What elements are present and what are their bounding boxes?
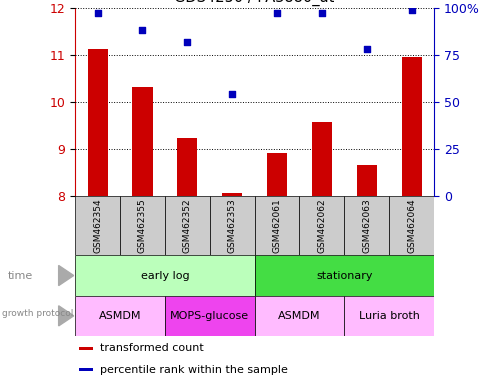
Text: GSM462064: GSM462064: [406, 198, 415, 253]
Bar: [344, 296, 433, 336]
Point: [183, 38, 191, 45]
Text: GSM462063: GSM462063: [362, 198, 371, 253]
Text: Luria broth: Luria broth: [358, 311, 419, 321]
Point: [407, 7, 415, 13]
Text: transformed count: transformed count: [100, 343, 204, 353]
Bar: [120, 196, 165, 255]
Bar: [299, 196, 344, 255]
Bar: [401, 57, 421, 196]
Text: time: time: [8, 270, 33, 281]
Point: [272, 10, 280, 17]
Bar: [266, 152, 287, 196]
Text: growth protocol: growth protocol: [1, 310, 73, 318]
Title: GDS4250 / PA3880_at: GDS4250 / PA3880_at: [174, 0, 334, 6]
Bar: [344, 196, 388, 255]
Bar: [209, 196, 254, 255]
Point: [228, 91, 236, 97]
Bar: [87, 49, 107, 196]
Bar: [165, 196, 209, 255]
Text: percentile rank within the sample: percentile rank within the sample: [100, 364, 287, 374]
Polygon shape: [59, 306, 74, 326]
Text: ASMDM: ASMDM: [278, 311, 320, 321]
Text: GSM462353: GSM462353: [227, 198, 236, 253]
Text: GSM462062: GSM462062: [317, 198, 326, 253]
Text: GSM462061: GSM462061: [272, 198, 281, 253]
Bar: [78, 368, 93, 371]
Text: GSM462354: GSM462354: [93, 198, 102, 253]
Bar: [177, 139, 197, 196]
Bar: [311, 121, 332, 196]
Polygon shape: [59, 265, 74, 286]
Bar: [254, 196, 299, 255]
Bar: [356, 165, 376, 196]
Text: GSM462352: GSM462352: [182, 198, 192, 253]
Bar: [132, 87, 152, 196]
Bar: [78, 347, 93, 350]
Point: [138, 27, 146, 33]
Point: [93, 10, 101, 17]
Text: GSM462355: GSM462355: [137, 198, 147, 253]
Text: stationary: stationary: [316, 270, 372, 281]
Bar: [222, 194, 242, 196]
Point: [362, 46, 370, 52]
Text: early log: early log: [140, 270, 189, 281]
Text: ASMDM: ASMDM: [99, 311, 141, 321]
Bar: [254, 296, 344, 336]
Point: [318, 10, 325, 17]
Bar: [388, 196, 433, 255]
Text: MOPS-glucose: MOPS-glucose: [170, 311, 249, 321]
Bar: [254, 255, 433, 296]
Bar: [165, 296, 254, 336]
Bar: [75, 296, 165, 336]
Bar: [75, 196, 120, 255]
Bar: [75, 255, 254, 296]
